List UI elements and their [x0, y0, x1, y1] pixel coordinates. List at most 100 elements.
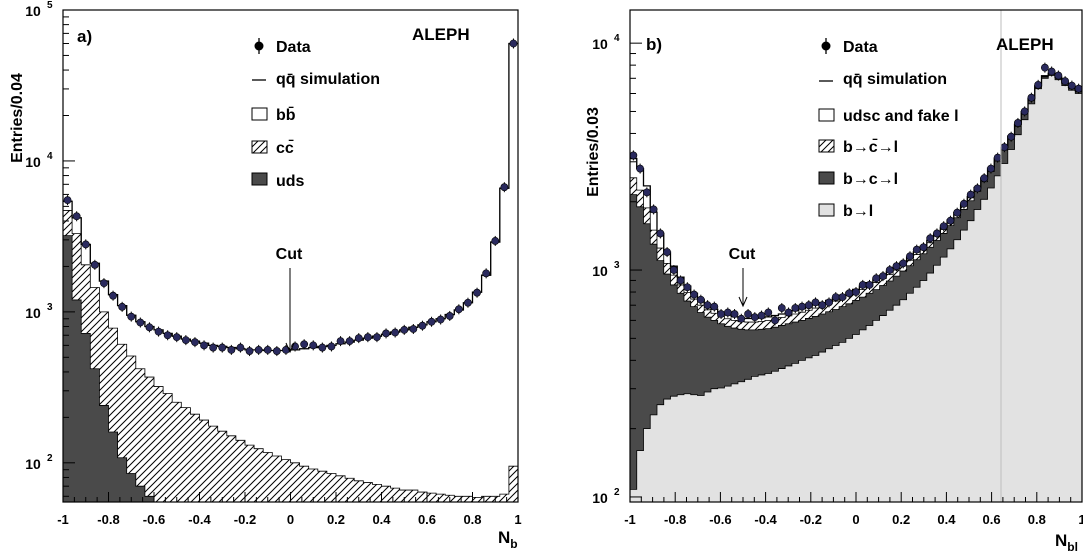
- data-point: [906, 252, 914, 261]
- y-tick-label: 10: [592, 490, 608, 506]
- x-tick-label: 1: [1078, 512, 1083, 527]
- x-tick-label: -0.8: [97, 512, 119, 527]
- cut-b-label: Cut: [729, 246, 756, 263]
- y-tick-exponent: 2: [614, 487, 620, 498]
- data-point: [1047, 67, 1056, 76]
- x-tick-label: 0.4: [937, 512, 956, 527]
- data-point: [845, 289, 854, 298]
- panel-a-cut-annotation: Cut: [276, 246, 303, 354]
- data-point: [690, 290, 698, 299]
- data-point: [1040, 63, 1049, 72]
- data-point: [899, 259, 908, 268]
- panel-a-experiment: ALEPH: [412, 25, 470, 44]
- data-point: [382, 329, 390, 338]
- data-point: [100, 279, 108, 288]
- x-tick-label: -0.8: [664, 512, 686, 527]
- y-tick-label: 10: [25, 456, 41, 472]
- plot-b-y-ticks: 10 2 10 3 10 4: [592, 33, 642, 506]
- data-point: [993, 153, 1002, 162]
- data-point: [1061, 77, 1070, 86]
- data-point: [118, 302, 127, 311]
- x-tick-label: 0.2: [892, 512, 910, 527]
- data-point: [737, 314, 746, 323]
- data-point: [1000, 143, 1009, 152]
- data-point: [912, 245, 921, 254]
- data-point: [818, 301, 827, 310]
- legend-b-bcbar-swatch: [818, 139, 835, 153]
- data-point: [804, 301, 813, 310]
- y-tick-label: 10: [25, 3, 41, 19]
- data-point: [852, 288, 860, 296]
- x-tick-label: -1: [57, 512, 69, 527]
- data-point: [209, 343, 218, 352]
- data-point: [1067, 81, 1076, 90]
- data-point: [109, 291, 117, 300]
- legend-a-sim-label: qq̄ simulation: [276, 71, 380, 88]
- data-point: [784, 308, 793, 317]
- data-point: [723, 308, 732, 317]
- data-point: [127, 312, 136, 321]
- y-tick-label: 10: [592, 263, 608, 279]
- data-point: [1020, 107, 1029, 116]
- legend-b-bc-label: b→c→l: [843, 171, 898, 188]
- data-point: [858, 281, 867, 289]
- data-point: [642, 188, 651, 197]
- data-point: [872, 274, 881, 283]
- data-point: [81, 240, 90, 249]
- panel-a-label: a): [77, 27, 92, 46]
- data-point: [227, 345, 236, 354]
- legend-a-bb-swatch: [251, 107, 268, 121]
- y-tick-exponent: 5: [47, 0, 53, 11]
- data-point: [1027, 93, 1036, 102]
- legend-b-udsc-label: udsc and fake l: [843, 108, 959, 125]
- data-point: [892, 262, 901, 271]
- legend-a-data-label: Data: [276, 39, 311, 56]
- data-point: [973, 184, 982, 193]
- data-point: [879, 272, 887, 281]
- data-point: [464, 298, 472, 307]
- panel-b-cut-annotation: Cut: [729, 246, 756, 308]
- data-point: [771, 316, 779, 325]
- panel-b: -1 -0.8 -0.6 -0.4 -0.2 0 0.2 0.4 0.6 0.8 1 10 210 31…: [585, 9, 1083, 554]
- y-tick-exponent: 3: [614, 260, 620, 271]
- cut-a-label: Cut: [276, 246, 303, 263]
- panel-b-label: b): [646, 35, 662, 54]
- data-point: [409, 325, 418, 333]
- plot-a-bars: [63, 42, 518, 502]
- data-point: [445, 312, 454, 320]
- data-point: [696, 295, 705, 304]
- data-point: [236, 343, 245, 352]
- data-point: [254, 345, 263, 354]
- data-point: [272, 347, 281, 355]
- data-point: [987, 164, 995, 173]
- data-point: [656, 229, 665, 238]
- data-point: [980, 174, 989, 183]
- data-point: [953, 208, 962, 217]
- legend-a-cc-swatch: [251, 140, 268, 154]
- data-point: [1074, 84, 1083, 93]
- panel-a-xlabel: Nb: [498, 528, 518, 551]
- data-point: [418, 321, 427, 330]
- data-point: [730, 310, 739, 318]
- data-point: [63, 196, 72, 205]
- x-tick-label: -0.4: [188, 512, 211, 527]
- data-point: [427, 317, 436, 326]
- legend-a-bb-label: bb̄: [276, 105, 296, 124]
- data-point: [750, 313, 759, 322]
- x-tick-label: -0.2: [234, 512, 256, 527]
- x-tick-label: -0.6: [709, 512, 731, 527]
- data-point: [939, 222, 948, 231]
- data-point: [791, 304, 800, 312]
- data-point: [683, 283, 692, 292]
- data-point: [345, 337, 354, 346]
- data-point: [363, 333, 372, 342]
- panel-a-xlabel-sub: b: [510, 537, 517, 551]
- x-tick-label: 0: [287, 512, 294, 527]
- legend-b-data-marker: [821, 41, 831, 51]
- data-point: [966, 190, 975, 199]
- data-point: [327, 342, 336, 351]
- data-point: [838, 293, 847, 301]
- y-tick-label: 10: [25, 305, 41, 321]
- legend-b-bl-swatch: [818, 203, 835, 217]
